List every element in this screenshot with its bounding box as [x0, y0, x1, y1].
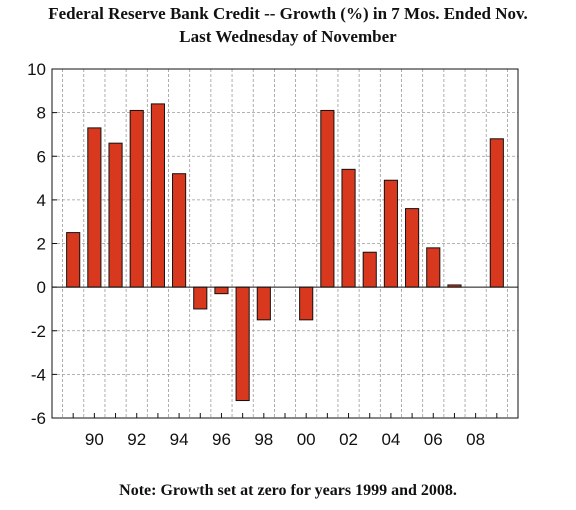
- bar-02: [341, 168, 356, 288]
- bar-94: [172, 173, 187, 288]
- x-tick-label: 94: [170, 430, 189, 449]
- y-tick-label: 8: [37, 104, 46, 123]
- bar-04: [383, 179, 398, 288]
- plot-area: 10 8 6 4 2 0 -2 -4 -6 90 92 94 96 98 00 02 04 06 08: [27, 60, 519, 449]
- y-tick-label: -6: [31, 409, 46, 428]
- bar-01: [320, 109, 335, 288]
- y-tick-label: 6: [37, 147, 46, 166]
- x-tick-label: 00: [297, 430, 316, 449]
- bar-90: [87, 127, 102, 288]
- bar-96: [214, 286, 229, 295]
- x-tick-label: 04: [381, 430, 400, 449]
- bar-91: [108, 142, 123, 288]
- bar-03: [362, 251, 377, 288]
- y-tick-label: -4: [31, 365, 46, 384]
- bar-92: [129, 109, 144, 288]
- bar-97: [235, 286, 250, 402]
- y-tick-label: 0: [37, 278, 46, 297]
- y-tick-label: 10: [27, 60, 46, 79]
- bar-89: [66, 232, 81, 288]
- bar-06: [426, 247, 441, 288]
- x-tick-label: 92: [127, 430, 146, 449]
- chart-title: Federal Reserve Bank Credit -- Growth (%…: [48, 4, 528, 23]
- x-tick-label: 96: [212, 430, 231, 449]
- chart-note: Note: Growth set at zero for years 1999 …: [119, 482, 457, 499]
- bar-00: [299, 286, 314, 321]
- x-tick-label: 98: [254, 430, 273, 449]
- chart-subtitle: Last Wednesday of November: [179, 27, 397, 46]
- x-tick-label: 08: [466, 430, 485, 449]
- bar-93: [150, 103, 165, 288]
- x-tick-label: 06: [424, 430, 443, 449]
- bar-05: [405, 208, 420, 288]
- y-tick-label: 4: [37, 191, 46, 210]
- y-tick-label: -2: [31, 322, 46, 341]
- y-tick-label: 2: [37, 235, 46, 254]
- bar-09: [489, 138, 504, 288]
- x-tick-label: 90: [85, 430, 104, 449]
- x-tick-label: 02: [339, 430, 358, 449]
- bar-98: [256, 286, 271, 321]
- bar-95: [193, 286, 208, 310]
